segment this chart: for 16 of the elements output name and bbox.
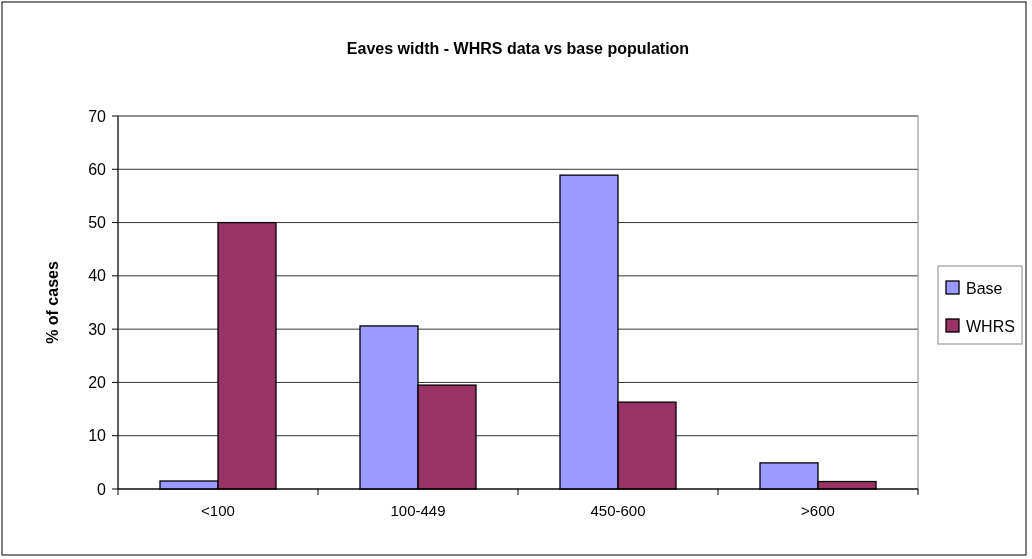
y-axis-title: % of cases — [44, 261, 61, 344]
y-tick-label: 10 — [88, 427, 107, 445]
legend-label: WHRS — [966, 317, 1015, 335]
y-tick-label: 50 — [88, 214, 107, 232]
x-tick-label: 450-600 — [590, 502, 646, 519]
legend-label: Base — [966, 279, 1003, 297]
y-tick-label: 30 — [88, 320, 107, 338]
x-tick-label: >600 — [801, 502, 835, 519]
chart-title: Eaves width - WHRS data vs base population — [346, 40, 690, 57]
y-tick-label: 70 — [88, 107, 107, 125]
y-tick-label: 20 — [88, 374, 107, 392]
y-tick-label: 0 — [97, 480, 107, 498]
x-tick-label: 100-449 — [390, 502, 446, 519]
y-tick-label: 60 — [88, 160, 107, 178]
x-tick-label: <100 — [201, 502, 235, 519]
y-tick-label: 40 — [88, 267, 107, 285]
